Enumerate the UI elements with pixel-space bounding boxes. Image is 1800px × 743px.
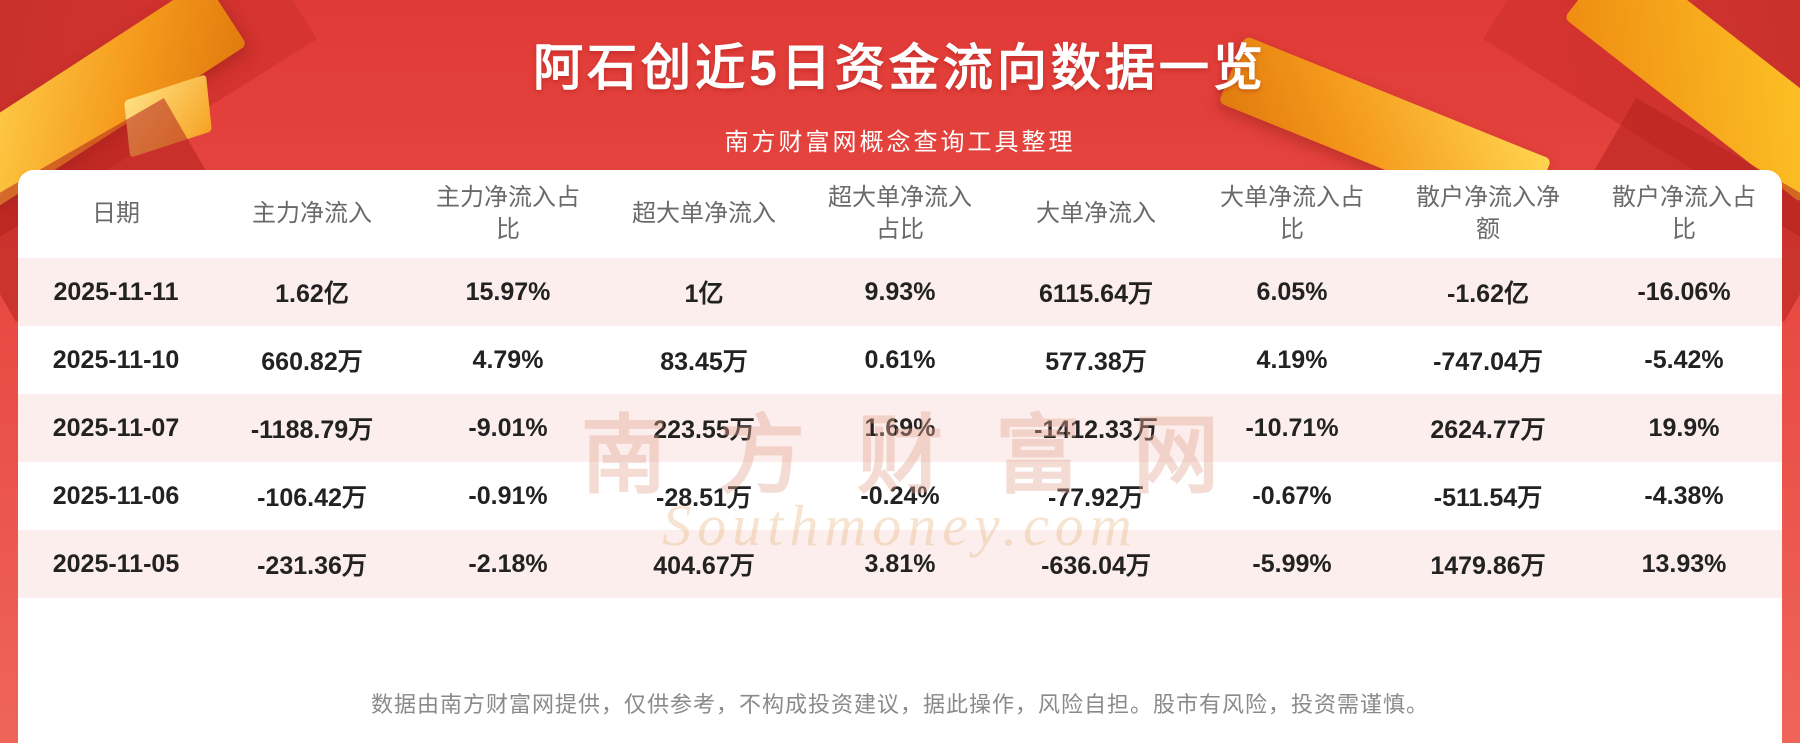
value-cell: -16.06% — [1637, 277, 1731, 306]
column-header: 主力净流入占比 — [410, 170, 606, 258]
value-cell: -4.38% — [1644, 481, 1724, 510]
value-cell: 1479.86万 — [1430, 552, 1546, 580]
date-cell: 2025-11-05 — [52, 549, 180, 578]
column-header: 超大单净流入 — [606, 170, 802, 258]
value-cell: 2624.77万 — [1430, 416, 1546, 444]
column-header: 大单净流入占比 — [1194, 170, 1390, 258]
value-cell: -0.91% — [468, 481, 548, 510]
column-header: 超大单净流入占比 — [802, 170, 998, 258]
value-cell: 19.9% — [1648, 413, 1720, 442]
fund-flow-table: 日期 主力净流入 主力净流入占比 超大单净流入 超大单净流入占比 大单净流入 大单净流入占比… — [18, 170, 1782, 598]
banner: 阿石创近5日资金流向数据一览 南方财富网概念查询工具整理 — [0, 0, 1800, 157]
value-cell: -9.01% — [468, 413, 548, 442]
value-cell: -0.67% — [1252, 481, 1332, 510]
value-cell: -747.04万 — [1433, 348, 1543, 376]
value-cell: 13.93% — [1641, 549, 1727, 578]
value-cell: -77.92万 — [1048, 484, 1144, 512]
value-cell: -10.71% — [1245, 413, 1339, 442]
value-cell: 6115.64万 — [1039, 280, 1153, 308]
column-header: 日期 — [18, 170, 214, 258]
column-header: 散户净流入净额 — [1390, 170, 1586, 258]
value-cell: -511.54万 — [1433, 484, 1543, 512]
page-subtitle: 南方财富网概念查询工具整理 — [724, 129, 1076, 156]
column-header: 大单净流入 — [998, 170, 1194, 258]
disclaimer-text: 数据由南方财富网提供，仅供参考，不构成投资建议，据此操作，风险自担。股市有风险，… — [370, 692, 1429, 717]
value-cell: 660.82万 — [261, 348, 363, 376]
value-cell: 1亿 — [684, 280, 724, 308]
value-cell: 1.62亿 — [275, 280, 349, 308]
table-row: 2025-11-10 660.82万 4.79% 83.45万 0.61% 577.38万… — [18, 326, 1782, 394]
value-cell: -2.18% — [468, 549, 548, 578]
table-row: 2025-11-05 -231.36万 -2.18% 404.67万 3.81% -636… — [18, 530, 1782, 598]
value-cell: -1.62亿 — [1447, 280, 1529, 308]
value-cell: -0.24% — [860, 481, 940, 510]
value-cell: -1412.33万 — [1034, 416, 1158, 444]
value-cell: 6.05% — [1256, 277, 1328, 306]
table-row: 2025-11-11 1.62亿 15.97% 1亿 9.93% 6115.64万 6.05… — [18, 258, 1782, 326]
value-cell: -231.36万 — [257, 552, 367, 580]
value-cell: 0.61% — [864, 345, 936, 374]
value-cell: 15.97% — [465, 277, 551, 306]
value-cell: -1188.79万 — [250, 416, 374, 444]
value-cell: 1.69% — [864, 413, 936, 442]
value-cell: 4.79% — [472, 345, 544, 374]
column-header: 散户净流入占比 — [1586, 170, 1782, 258]
value-cell: 9.93% — [864, 277, 936, 306]
table-row: 2025-11-06 -106.42万 -0.91% -28.51万 -0.24% -77… — [18, 462, 1782, 530]
value-cell: 4.19% — [1256, 345, 1328, 374]
date-cell: 2025-11-10 — [52, 345, 180, 374]
date-cell: 2025-11-06 — [52, 481, 180, 510]
value-cell: 3.81% — [864, 549, 936, 578]
value-cell: -106.42万 — [257, 484, 367, 512]
data-card: 日期 主力净流入 主力净流入占比 超大单净流入 超大单净流入占比 大单净流入 大单净流入占比… — [18, 170, 1782, 743]
date-cell: 2025-11-11 — [53, 277, 179, 306]
table-row: 2025-11-07 -1188.79万 -9.01% 223.55万 1.69% -14… — [18, 394, 1782, 462]
table-body: 2025-11-11 1.62亿 15.97% 1亿 9.93% 6115.64万 6.05… — [18, 258, 1782, 598]
column-header: 主力净流入 — [214, 170, 410, 258]
value-cell: 223.55万 — [653, 416, 755, 444]
value-cell: 83.45万 — [660, 348, 748, 376]
table-header-row: 日期 主力净流入 主力净流入占比 超大单净流入 超大单净流入占比 大单净流入 大单净流入占比… — [18, 170, 1782, 258]
date-cell: 2025-11-07 — [52, 413, 180, 442]
value-cell: 577.38万 — [1045, 348, 1147, 376]
value-cell: -28.51万 — [656, 484, 752, 512]
value-cell: -636.04万 — [1041, 552, 1151, 580]
value-cell: 404.67万 — [653, 552, 755, 580]
value-cell: -5.99% — [1252, 549, 1332, 578]
value-cell: -5.42% — [1644, 345, 1724, 374]
page-title: 阿石创近5日资金流向数据一览 — [533, 40, 1267, 96]
